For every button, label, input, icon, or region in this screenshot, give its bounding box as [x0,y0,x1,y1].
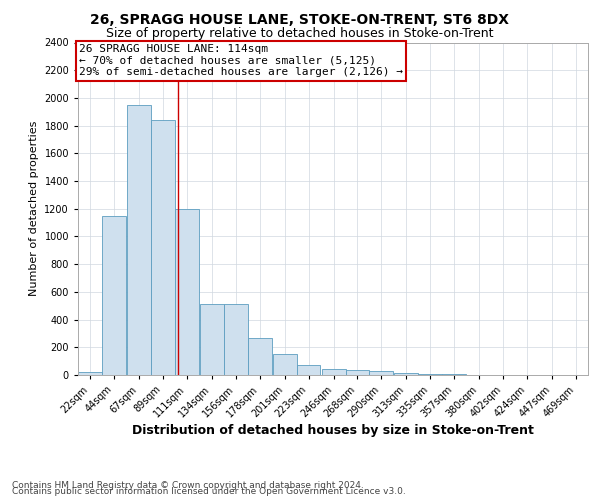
Bar [418,374,442,375]
Bar [200,304,224,375]
Bar [346,370,370,375]
Bar [151,120,175,375]
Bar [102,216,126,375]
Bar [272,354,296,375]
Text: Contains public sector information licensed under the Open Government Licence v3: Contains public sector information licen… [12,487,406,496]
Text: Contains HM Land Registry data © Crown copyright and database right 2024.: Contains HM Land Registry data © Crown c… [12,481,364,490]
Text: Size of property relative to detached houses in Stoke-on-Trent: Size of property relative to detached ho… [106,28,494,40]
Bar [370,371,394,375]
Y-axis label: Number of detached properties: Number of detached properties [29,121,38,296]
X-axis label: Distribution of detached houses by size in Stoke-on-Trent: Distribution of detached houses by size … [132,424,534,438]
Text: 26, SPRAGG HOUSE LANE, STOKE-ON-TRENT, ST6 8DX: 26, SPRAGG HOUSE LANE, STOKE-ON-TRENT, S… [91,12,509,26]
Bar [127,105,151,375]
Bar [322,369,346,375]
Bar [442,374,466,375]
Bar [248,338,272,375]
Bar [394,374,418,375]
Text: 26 SPRAGG HOUSE LANE: 114sqm
← 70% of detached houses are smaller (5,125)
29% of: 26 SPRAGG HOUSE LANE: 114sqm ← 70% of de… [79,44,403,78]
Bar [175,209,199,375]
Bar [78,372,102,375]
Bar [224,304,248,375]
Bar [296,364,320,375]
